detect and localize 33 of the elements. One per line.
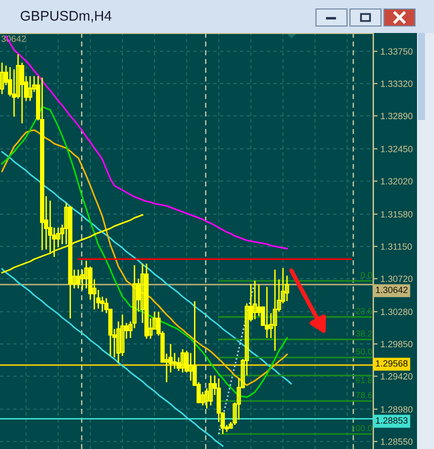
y-tick-label: 1.30280 <box>380 308 413 316</box>
series-label: 38.2 <box>356 330 372 337</box>
series-label: 78.6 <box>356 392 372 398</box>
line-series <box>1 268 224 447</box>
series-label: 23.6 <box>356 308 372 314</box>
y-tick-label: 1.29420 <box>380 373 413 380</box>
candlestick <box>0 62 4 95</box>
y-tick-label: 1.30720 <box>380 276 413 282</box>
candlestick <box>272 268 278 352</box>
ref-line-label: 1.30642 <box>376 286 408 294</box>
series-label: 0.0 <box>360 272 372 278</box>
candlestick <box>180 348 185 374</box>
y-tick-label: 1.28550 <box>380 438 413 445</box>
y-tick-label: 1.28980 <box>380 406 413 413</box>
series-label: 61.8 <box>356 377 372 384</box>
chart-title: GBPUSDm,H4 <box>20 10 112 22</box>
candlestick <box>252 280 258 320</box>
y-tick-label: 1.32450 <box>380 146 413 152</box>
candlestick <box>28 75 32 102</box>
y-tick-label: 1.33320 <box>380 80 413 87</box>
y-tick-label: 1.32020 <box>380 178 413 184</box>
y-tick-label: 1.31580 <box>380 211 413 218</box>
ref-line-label: 1.29568 <box>376 360 408 367</box>
y-tick-label: 1.32890 <box>380 112 413 120</box>
y-tick-label: 1.31150 <box>380 243 412 250</box>
series-label: 50.0 <box>356 348 372 355</box>
candlestick <box>208 374 213 406</box>
candlestick <box>264 286 270 339</box>
candlestick <box>172 352 177 370</box>
ref-line-label: 1.28853 <box>376 417 408 424</box>
candlestick <box>76 268 80 290</box>
y-tick-label: 1.33750 <box>380 48 413 55</box>
y-tick-label: 1.29850 <box>380 340 413 348</box>
